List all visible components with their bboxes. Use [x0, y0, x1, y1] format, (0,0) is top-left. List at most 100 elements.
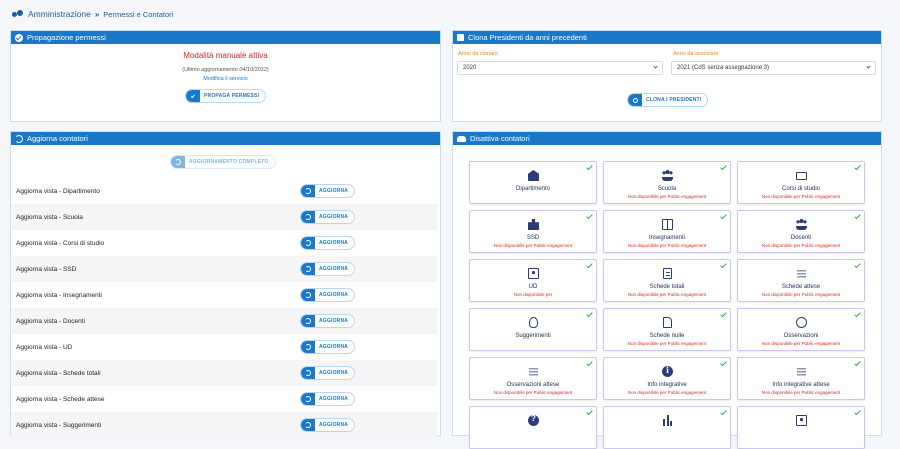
clona-panel: Clona Presidenti da anni precedenti Anno…: [452, 30, 882, 122]
counter-card[interactable]: Corsi di studio Non disponibile per Publi…: [737, 161, 865, 204]
aggiorna-label: AGGIORNA: [319, 188, 349, 194]
card-name: Schede nulle: [649, 333, 685, 339]
check-icon: [854, 408, 861, 416]
check-icon: [854, 261, 861, 269]
aggiorna-button[interactable]: AGGIORNA: [300, 340, 356, 354]
counter-card[interactable]: Suggerimenti: [469, 308, 597, 351]
card-name: Scuola: [657, 186, 677, 192]
aggiorna-button[interactable]: AGGIORNA: [300, 314, 356, 328]
counter-card[interactable]: SSD Non disponibile per Public engagement: [469, 210, 597, 253]
counter-card[interactable]: Docenti Non disponibile per Public engage…: [737, 210, 865, 253]
card-name: Insegnamenti: [648, 235, 686, 241]
check-icon: [586, 310, 593, 318]
card-name: Corsi di studio: [781, 186, 820, 192]
check-icon: [586, 261, 593, 269]
square-icon: [457, 34, 464, 41]
disattiva-header: Disattiva contatori: [453, 132, 881, 145]
disattiva-title: Disattiva contatori: [470, 134, 530, 143]
table-row: Aggiorna vista - Docenti AGGIORNA: [11, 308, 437, 334]
counter-card[interactable]: Info integrative attese Non disponibile p…: [737, 357, 865, 400]
card-name: Schede attese: [781, 284, 821, 290]
aggiorna-button[interactable]: AGGIORNA: [300, 262, 356, 276]
row-label: Aggiorna vista - Schede attese: [16, 395, 105, 403]
counter-card[interactable]: Insegnamenti Non disponibile per Public e…: [603, 210, 731, 253]
aggiorna-button[interactable]: AGGIORNA: [300, 184, 356, 198]
aggiorna-button[interactable]: AGGIORNA: [300, 236, 356, 250]
sync-icon: [301, 185, 315, 197]
row-label: Aggiorna vista - Insegnamenti: [16, 291, 102, 299]
counter-card[interactable]: [603, 406, 731, 449]
aggiornamento-completo-label: AGGIORNAMENTO COMPLETO: [189, 159, 269, 165]
aggiorna-label: AGGIORNA: [319, 396, 349, 402]
bar-chart-icon: [662, 415, 673, 426]
counter-card[interactable]: Scuola Non disponibile per Public engagem…: [603, 161, 731, 204]
aggiorna-label: AGGIORNA: [319, 422, 349, 428]
car-icon: [457, 136, 466, 142]
counter-card[interactable]: [469, 406, 597, 449]
contatori-panel: Aggiorna contatori AGGIORNAMENTO COMPLET…: [10, 131, 441, 438]
row-label: Aggiorna vista - Suggerimenti: [16, 421, 102, 429]
table-row: Aggiorna vista - UD AGGIORNA: [11, 334, 437, 360]
sync-icon: [301, 211, 315, 223]
card-note: Non disponibile per Public engagement: [627, 292, 707, 297]
card-note: Non disponibile per: [513, 292, 553, 297]
chevron-down-icon: [653, 64, 658, 69]
counter-card[interactable]: Schede attese Non disponibile per Public …: [737, 259, 865, 302]
people-icon: [796, 219, 807, 230]
card-name: Osservazioni: [783, 333, 819, 339]
card-name: Osservazioni attese: [506, 382, 560, 388]
table-row: Aggiorna vista - Schede attese AGGIORNA: [11, 386, 437, 412]
sync-icon: [15, 134, 23, 143]
to-year-select[interactable]: 2021 (CdS senza assegnazione 3): [671, 61, 876, 75]
from-year-select[interactable]: 2020: [457, 61, 663, 75]
mode-status: Modalità manuale attiva: [183, 51, 268, 60]
propaga-permessi-button[interactable]: PROPAGA PERMESSI: [185, 89, 267, 103]
card-note: Non disponibile per Public engagement: [761, 292, 841, 297]
counter-card[interactable]: Osservazioni Non disponibile per Public e…: [737, 308, 865, 351]
card-note: Non disponibile per Public engagement: [761, 194, 841, 199]
badge-icon: [528, 268, 539, 279]
row-label: Aggiorna vista - Scuola: [16, 213, 83, 221]
card-note: Non disponibile per Public engagement: [627, 341, 707, 346]
list-icon: [796, 366, 807, 377]
table-row: Aggiorna vista - SSD AGGIORNA: [11, 256, 437, 282]
list-icon: [528, 366, 539, 377]
counter-card[interactable]: Info integrative Non disponibile per Publ…: [603, 357, 731, 400]
aggiorna-button[interactable]: AGGIORNA: [300, 288, 356, 302]
card-name: Docenti: [790, 235, 812, 241]
users-icon: [12, 9, 24, 19]
card-name: UD: [528, 284, 538, 290]
row-label: Aggiorna vista - SSD: [16, 265, 77, 273]
clona-presidenti-button[interactable]: CLONA I PRESIDENTI: [627, 93, 709, 107]
counter-card[interactable]: Schede totali Non disponibile per Public …: [603, 259, 731, 302]
check-icon: [854, 359, 861, 367]
sync-icon: [301, 419, 315, 431]
doc-icon: [663, 268, 672, 279]
counter-card[interactable]: Osservazioni attese Non disponibile per P…: [469, 357, 597, 400]
bubble-icon: [796, 317, 807, 328]
propagazione-header: Propagazione permessi: [11, 31, 440, 44]
check-icon: [720, 212, 727, 220]
clona-presidenti-label: CLONA I PRESIDENTI: [646, 97, 702, 103]
counter-card[interactable]: Dipartimento: [469, 161, 597, 204]
check-icon: [720, 261, 727, 269]
file-icon: [663, 317, 672, 328]
counter-card[interactable]: [737, 406, 865, 449]
row-label: Aggiorna vista - Schede totali: [16, 369, 101, 377]
aggiorna-button[interactable]: AGGIORNA: [300, 366, 356, 380]
info-icon: [662, 365, 673, 377]
check-icon: [586, 359, 593, 367]
aggiorna-button[interactable]: AGGIORNA: [300, 210, 356, 224]
table-row: Aggiorna vista - Scuola AGGIORNA: [11, 204, 437, 230]
aggiorna-button[interactable]: AGGIORNA: [300, 392, 356, 406]
to-year-label: Anno da associare: [673, 51, 719, 57]
breadcrumb-root[interactable]: Amministrazione: [28, 9, 91, 19]
sync-icon: [301, 289, 315, 301]
counter-card[interactable]: Schede nulle Non disponibile per Public e…: [603, 308, 731, 351]
modify-service-link[interactable]: Modifica il servizio: [203, 76, 248, 82]
aggiornamento-completo-button[interactable]: AGGIORNAMENTO COMPLETO: [170, 155, 276, 169]
card-note: Non disponibile per Public engagement: [761, 390, 841, 395]
counter-card[interactable]: UD Non disponibile per: [469, 259, 597, 302]
card-note: Non disponibile per Public engagement: [761, 243, 841, 248]
check-icon: [586, 408, 593, 416]
